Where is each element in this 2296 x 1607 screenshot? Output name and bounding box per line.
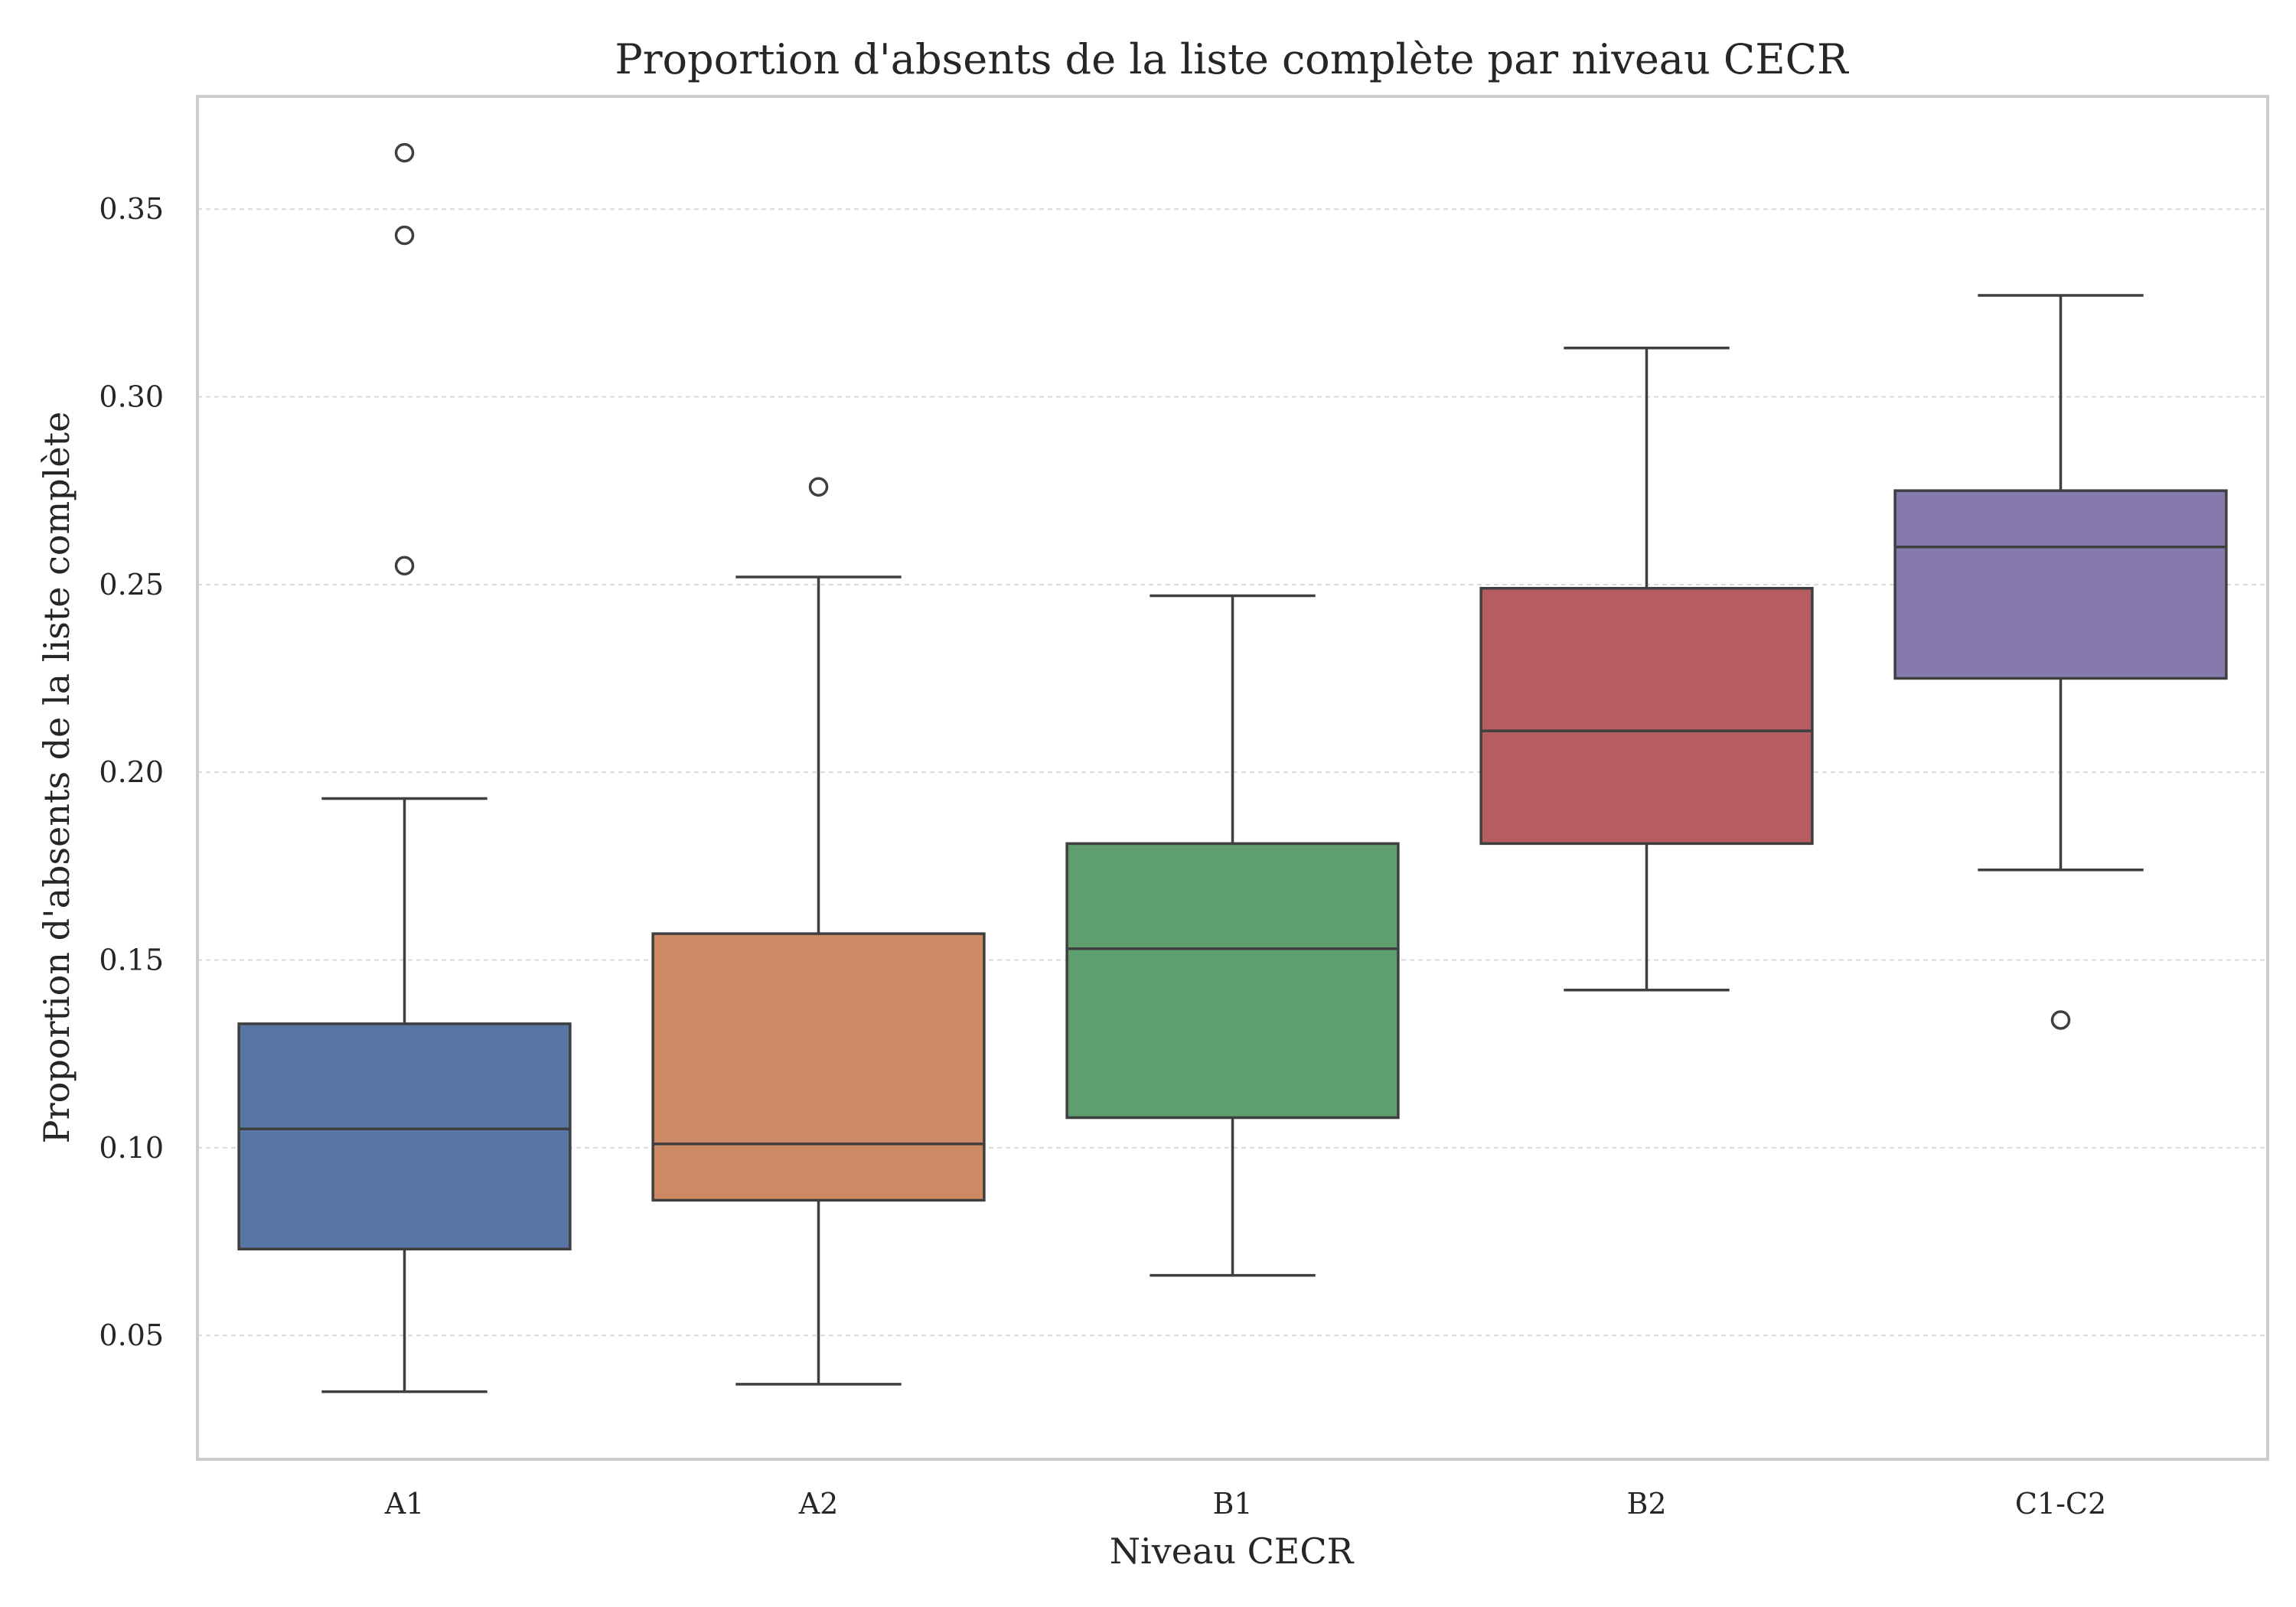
y-tick-label: 0.25 xyxy=(99,568,164,601)
outlier-point xyxy=(394,556,415,576)
box-iqr xyxy=(651,932,986,1202)
box-iqr xyxy=(1065,842,1400,1120)
y-tick-label: 0.30 xyxy=(99,380,164,414)
y-axis-label: Proportion d'absents de la liste complèt… xyxy=(36,412,77,1144)
box-group-a2 xyxy=(651,477,986,1386)
box-group-a1 xyxy=(237,142,572,1393)
y-tick-label: 0.20 xyxy=(99,755,164,789)
y-tick-label: 0.15 xyxy=(99,943,164,976)
outlier-point xyxy=(394,142,415,163)
boxes-group xyxy=(237,142,2228,1393)
x-tick-label: B2 xyxy=(1626,1487,1666,1521)
x-tick-label: C1-C2 xyxy=(2015,1487,2106,1521)
y-tick-labels: 0.05 0.10 0.15 0.20 0.25 0.30 0.35 xyxy=(99,192,164,1352)
x-tick-label: B1 xyxy=(1212,1487,1252,1521)
box-group-b2 xyxy=(1479,346,1814,992)
y-tick-label: 0.05 xyxy=(99,1319,164,1352)
box-iqr xyxy=(237,1022,572,1250)
box-iqr xyxy=(1893,489,2228,680)
outlier-point xyxy=(808,477,829,497)
box-iqr xyxy=(1479,586,1814,846)
box-group-c1-c2 xyxy=(1893,294,2228,1030)
plot-frame xyxy=(196,95,2269,1461)
x-tick-label: A1 xyxy=(384,1487,425,1521)
box-group-b1 xyxy=(1065,594,1400,1277)
y-tick-label: 0.35 xyxy=(99,192,164,226)
x-tick-labels: A1 A2 B1 B2 C1-C2 xyxy=(384,1487,2106,1521)
outlier-point xyxy=(394,225,415,246)
x-tick-label: A2 xyxy=(798,1487,839,1521)
chart-title: Proportion d'absents de la liste complèt… xyxy=(615,35,1849,83)
x-axis-label: Niveau CECR xyxy=(1110,1530,1355,1572)
outlier-point xyxy=(2050,1010,2071,1030)
y-tick-label: 0.10 xyxy=(99,1131,164,1165)
